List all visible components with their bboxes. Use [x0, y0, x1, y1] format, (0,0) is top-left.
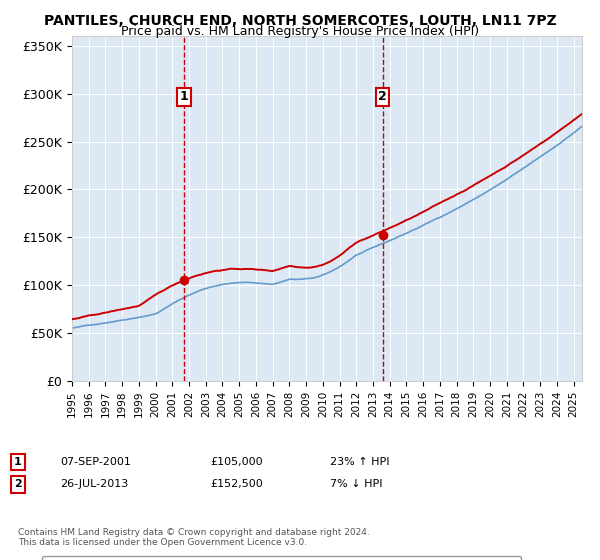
- Text: 2: 2: [378, 90, 387, 103]
- Text: 23% ↑ HPI: 23% ↑ HPI: [330, 457, 389, 467]
- Text: £105,000: £105,000: [210, 457, 263, 467]
- Text: 1: 1: [14, 457, 22, 467]
- Text: 1: 1: [179, 90, 188, 103]
- Text: PANTILES, CHURCH END, NORTH SOMERCOTES, LOUTH, LN11 7PZ: PANTILES, CHURCH END, NORTH SOMERCOTES, …: [44, 14, 556, 28]
- Text: 2: 2: [14, 479, 22, 489]
- Text: £152,500: £152,500: [210, 479, 263, 489]
- Text: 7% ↓ HPI: 7% ↓ HPI: [330, 479, 383, 489]
- Text: 26-JUL-2013: 26-JUL-2013: [60, 479, 128, 489]
- Legend: PANTILES, CHURCH END, NORTH SOMERCOTES, LOUTH, LN11 7PZ (detached house), HPI: A: PANTILES, CHURCH END, NORTH SOMERCOTES, …: [41, 556, 521, 560]
- Text: Contains HM Land Registry data © Crown copyright and database right 2024.
This d: Contains HM Land Registry data © Crown c…: [18, 528, 370, 547]
- Text: 07-SEP-2001: 07-SEP-2001: [60, 457, 131, 467]
- Text: Price paid vs. HM Land Registry's House Price Index (HPI): Price paid vs. HM Land Registry's House …: [121, 25, 479, 38]
